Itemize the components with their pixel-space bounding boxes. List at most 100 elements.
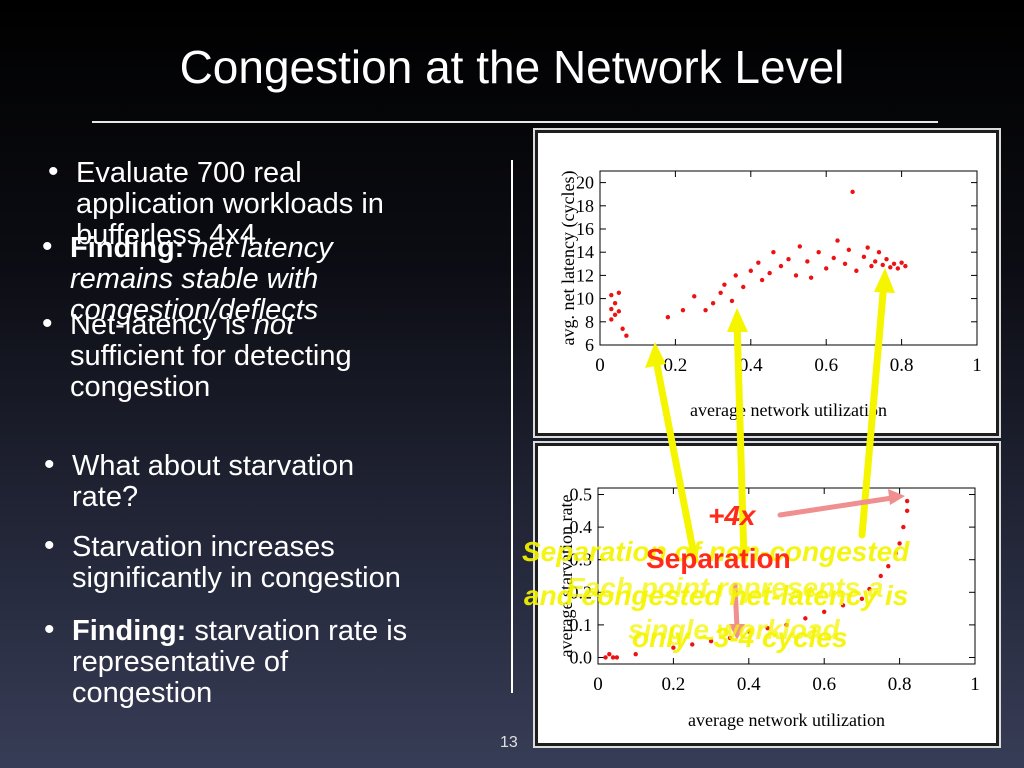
data-point [805, 259, 810, 264]
plot-frame [597, 487, 976, 665]
bullet-starvation-increases: • Starvation increases significantly in … [44, 530, 512, 594]
bullet-line: representative of [72, 646, 289, 678]
data-point [876, 250, 882, 255]
data-point [899, 260, 904, 265]
data-point [842, 261, 848, 266]
slide-number: 13 [500, 734, 518, 751]
bullet-line: significantly in congestion [72, 562, 401, 594]
data-point [616, 290, 622, 295]
data-point [609, 292, 614, 298]
bullet-evaluate: • Evaluate 700 real application workload… [48, 156, 516, 251]
y-tick-label: 0.3 [570, 550, 593, 570]
data-point [612, 312, 618, 318]
bullet-italic: remains stable with [70, 263, 319, 295]
data-point [854, 268, 859, 273]
data-point [778, 263, 784, 269]
x-tick-label: 0.4 [739, 355, 763, 376]
data-point [893, 550, 899, 556]
bullet-finding-starvation: • Finding: starvation rate is representa… [44, 614, 512, 709]
bullet-dot: • [44, 529, 55, 562]
data-point [733, 273, 738, 278]
x-tick-label: 1 [972, 355, 982, 376]
bullet-line: What about starvation [72, 450, 355, 482]
data-point [620, 326, 625, 331]
data-point [633, 652, 638, 657]
data-point [680, 308, 686, 313]
data-point [786, 256, 791, 262]
data-point [607, 652, 612, 657]
bullet-line: application workloads in [76, 188, 384, 220]
data-point [703, 308, 708, 313]
y-tick-label: 8 [585, 312, 594, 332]
y-tick-label: 18 [576, 196, 594, 216]
bullet-line: rate? [72, 481, 139, 513]
bullet-line: sufficient for detecting [70, 340, 352, 372]
starvation-chart-panel: 0 0.2 0.4 0.6 0.8 1 0.0 0.1 0.2 0.3 0.4 0.5 average … [535, 443, 999, 746]
x-axis-label: average network utilization [688, 710, 885, 730]
bullet-dot: • [44, 613, 55, 646]
latency-chart-panel: 0 0.2 0.4 0.6 0.8 1 6 8 10 12 14 16 18 20 average netw… [535, 130, 999, 436]
x-tick-label: 0 [593, 674, 603, 695]
data-point [869, 263, 874, 269]
data-point [846, 247, 852, 253]
data-point [865, 245, 870, 250]
data-point [722, 282, 727, 287]
data-point [612, 301, 618, 306]
y-tick-label: 0.0 [570, 647, 593, 667]
data-point [624, 333, 629, 338]
data-point [609, 306, 614, 312]
bullet-dot: • [48, 155, 59, 188]
bullet-italic: not [253, 309, 295, 341]
data-point [610, 655, 616, 660]
yellow-note-line: and congested net-latency is [524, 580, 909, 611]
data-point [808, 275, 814, 280]
bullet-line: Starvation increases [72, 531, 335, 563]
bullet-italic: net latency [192, 232, 333, 264]
data-point [729, 298, 735, 304]
bullet-finding-latency: • Finding: net latency remains stable wi… [42, 231, 510, 326]
y-axis-label: avg. net latency (cycles) [558, 171, 579, 346]
data-point [741, 284, 746, 290]
data-point [904, 508, 910, 514]
bullet-dot: • [42, 230, 53, 263]
x-axis-label: average network utilization [690, 400, 887, 420]
data-point [603, 655, 608, 660]
y-tick-label: 0.5 [570, 485, 593, 505]
data-point [784, 622, 789, 628]
slide-title: Congestion at the Network Level [179, 41, 845, 93]
data-point [831, 255, 836, 261]
bullet-line: congestion [70, 371, 211, 403]
y-tick-label: 0.2 [570, 582, 593, 602]
data-point [616, 309, 622, 314]
yellow-note-line: Each point represents a [566, 572, 884, 603]
data-point [797, 244, 803, 249]
bullet-italic: congestion/deflects [70, 294, 319, 326]
bullet-net-latency: • Net-latency is not sufficient for dete… [42, 308, 510, 403]
bullet-text: starvation rate is [186, 615, 408, 647]
y-tick-label: 14 [576, 242, 594, 262]
yellow-note-line: single workload [628, 614, 840, 645]
data-point [793, 273, 799, 278]
x-tick-label: 0.8 [890, 355, 914, 376]
data-point [861, 254, 867, 260]
data-point [692, 294, 697, 299]
yellow-note-line: Separation of non-congested [522, 536, 910, 567]
data-point [614, 655, 620, 660]
data-point [897, 541, 902, 546]
bullet-dot: • [42, 307, 53, 340]
starvation-scatter-chart: 0 0.2 0.4 0.6 0.8 10.00.10.20.30.40.5average … [556, 485, 980, 730]
bullet-text: Net-latency is [70, 309, 254, 341]
data-point [710, 301, 716, 306]
x-tick-label: 0.2 [664, 355, 688, 376]
x-tick-label: 0.6 [814, 355, 838, 376]
data-point [748, 268, 753, 273]
data-point [822, 609, 827, 615]
title-divider [92, 121, 938, 123]
y-tick-label: 12 [576, 265, 594, 285]
data-point [718, 290, 723, 295]
data-point [671, 645, 676, 650]
plus-4x-label: +4x [708, 500, 756, 531]
data-point [767, 270, 772, 276]
y-tick-label: 20 [576, 173, 594, 193]
